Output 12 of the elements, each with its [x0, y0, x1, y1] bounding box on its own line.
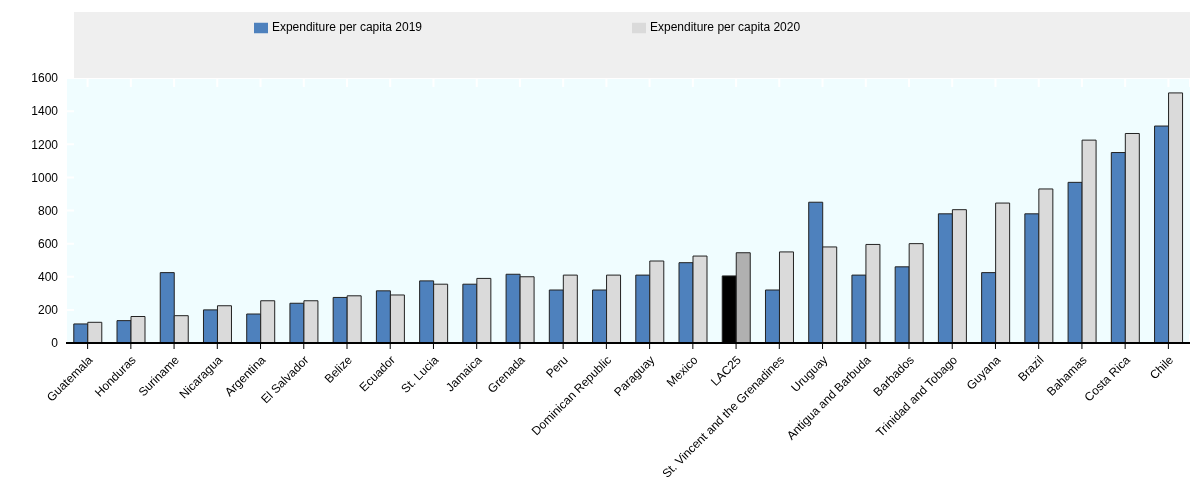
legend-label: Expenditure per capita 2020 — [650, 20, 801, 34]
y-tick-label: 600 — [37, 236, 59, 251]
y-tick-label: 400 — [37, 270, 59, 285]
y-tick-label: 0 — [51, 336, 59, 351]
legend-label: Expenditure per capita 2019 — [271, 20, 422, 34]
y-tick-label: 1200 — [31, 137, 59, 152]
y-tick-label: 1600 — [31, 71, 59, 86]
y-tick-label: 800 — [37, 203, 59, 218]
y-tick-label: 200 — [37, 303, 59, 318]
x-tick-label: Chile — [1146, 352, 1177, 383]
y-tick-label: 1400 — [31, 104, 59, 119]
y-tick-label: 1000 — [31, 170, 59, 185]
